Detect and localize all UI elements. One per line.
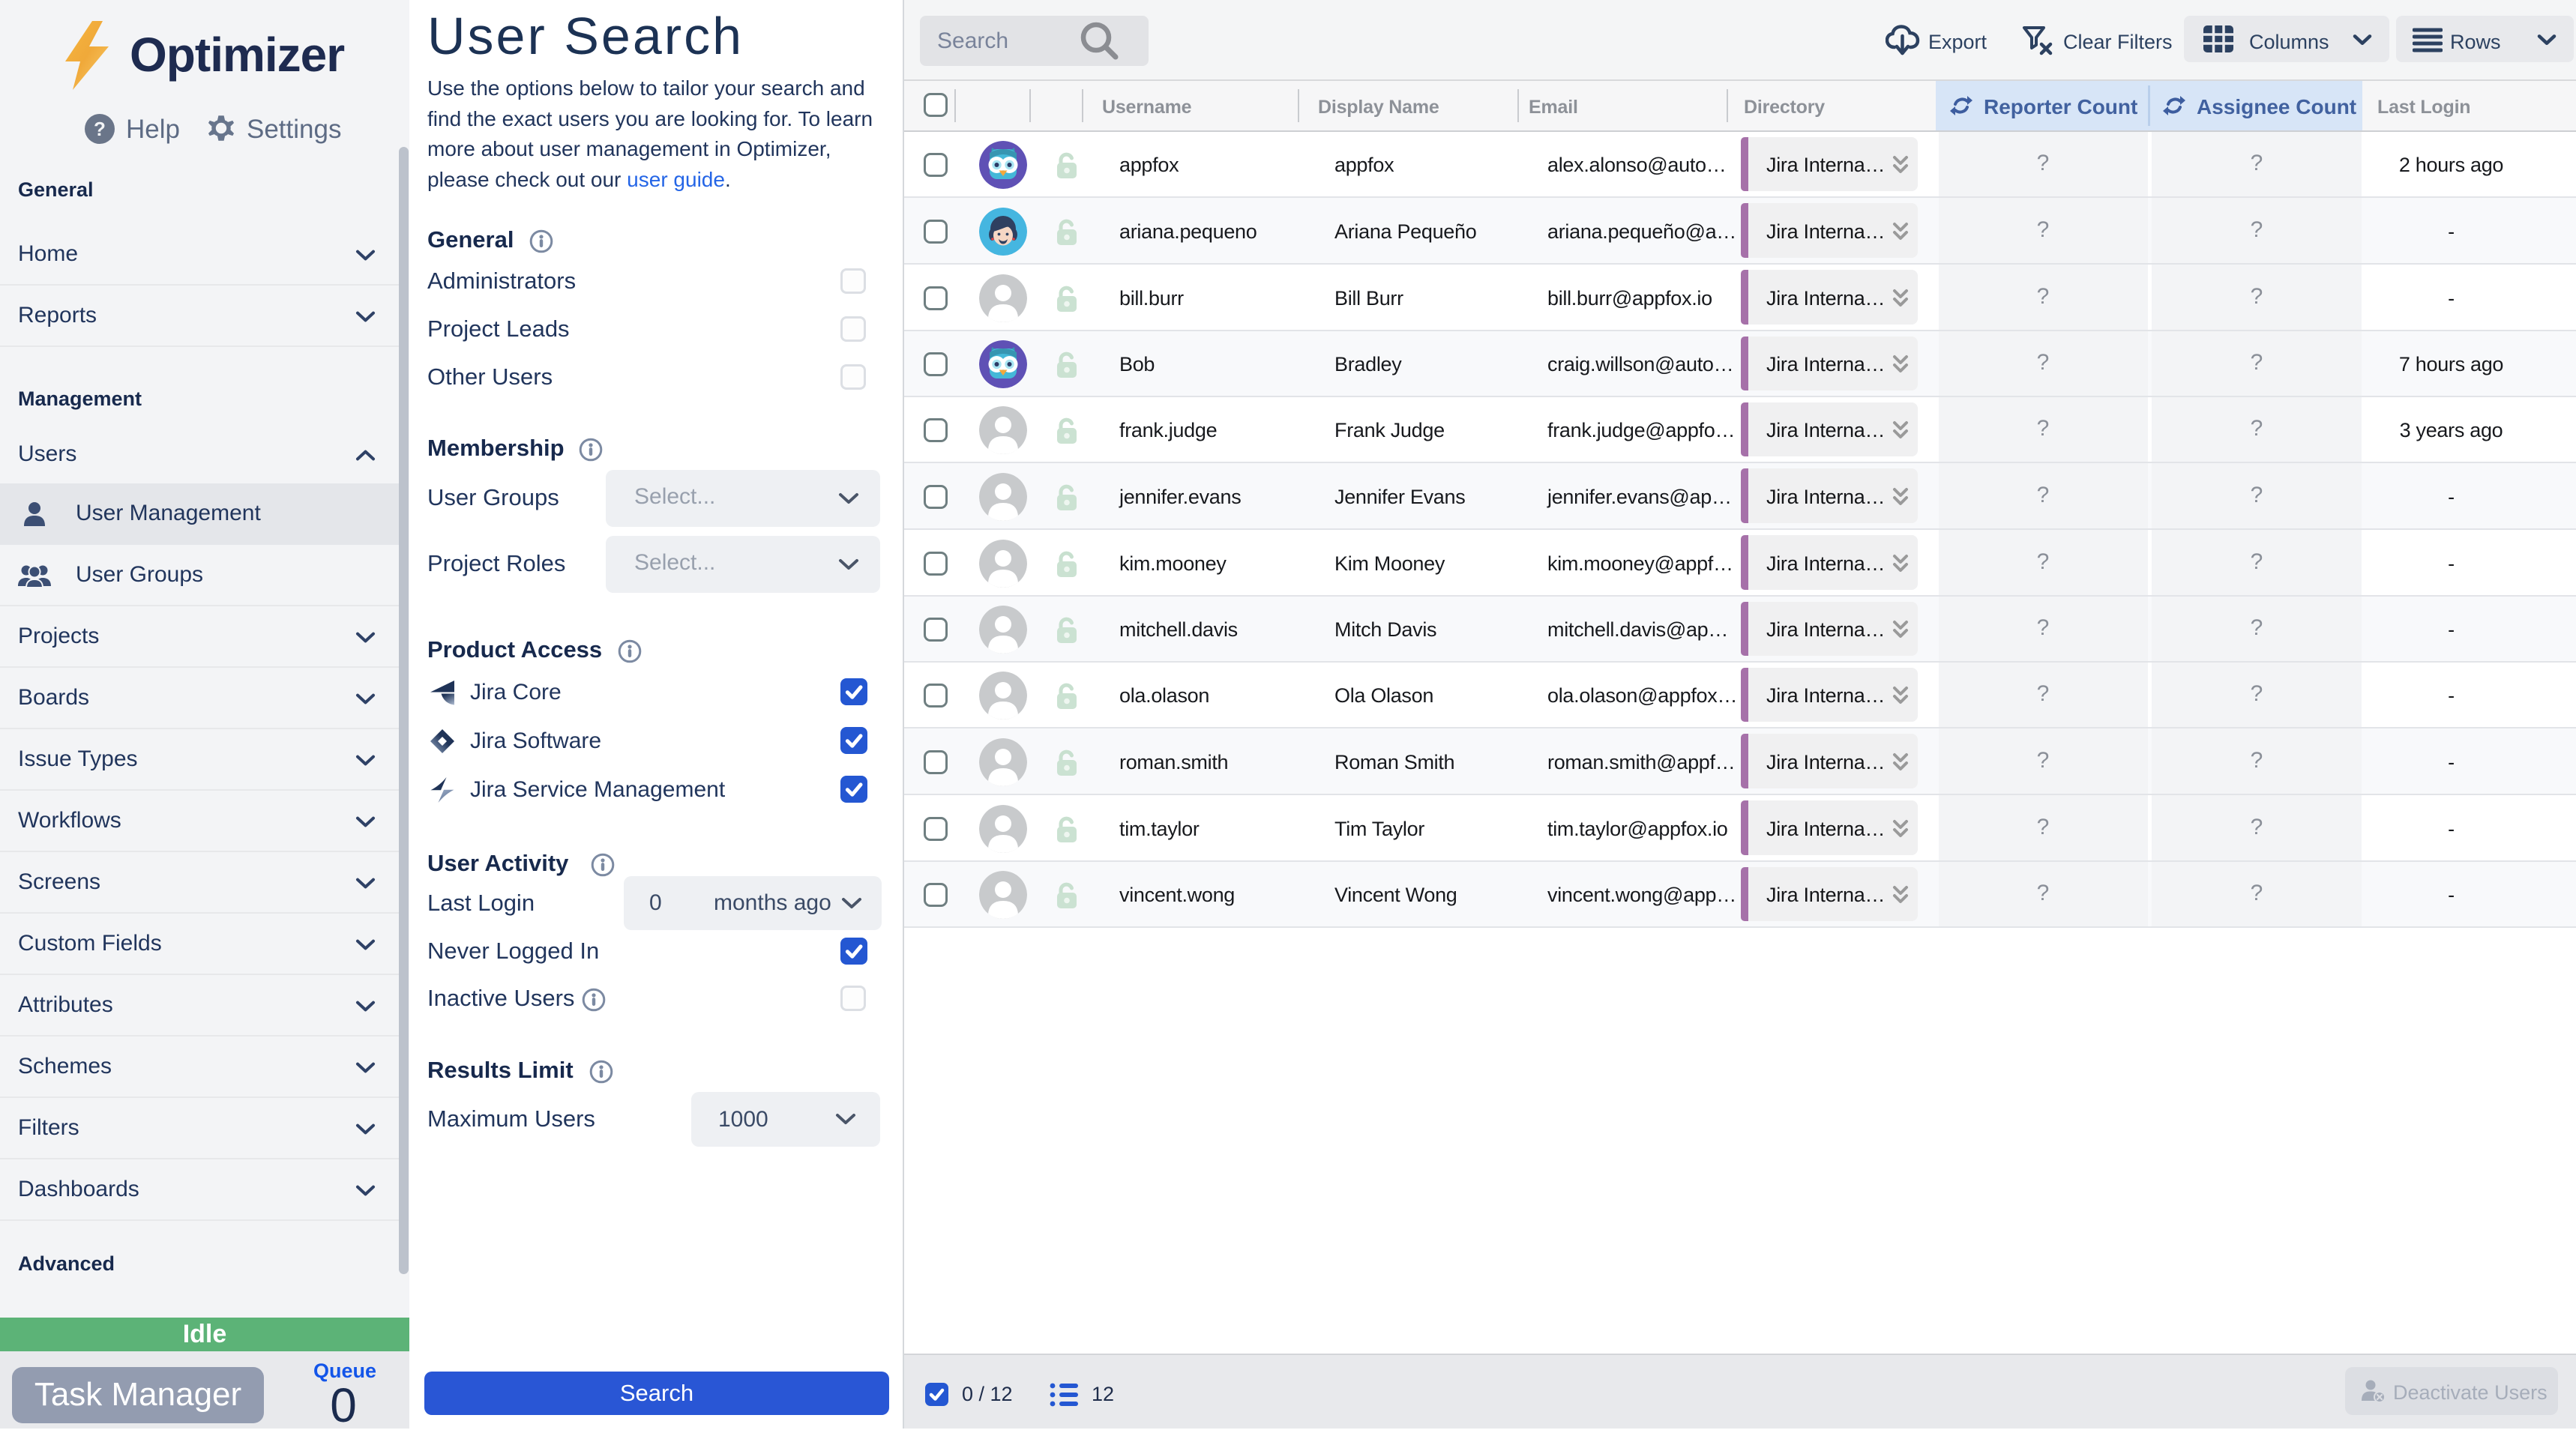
svg-text:?: ? [94,118,106,140]
